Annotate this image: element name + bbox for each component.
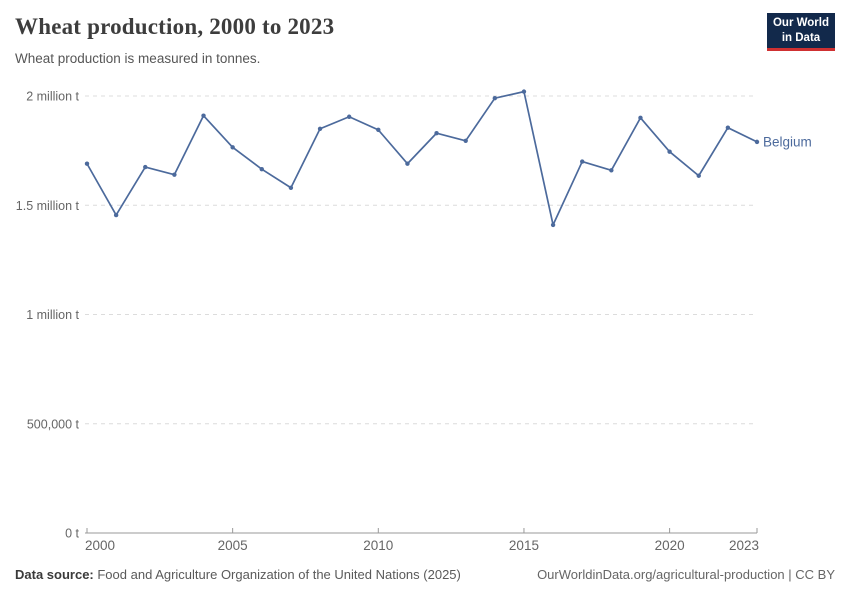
data-point[interactable] [609,168,614,173]
data-point[interactable] [84,161,90,166]
logo-line-2: in Data [781,31,821,44]
chart-subtitle: Wheat production is measured in tonnes. [15,51,261,66]
page-title: Wheat production, 2000 to 2023 [15,14,335,39]
y-tick-label: 1 million t [26,308,79,322]
y-tick-label: 0 t [65,527,79,541]
data-point[interactable] [317,126,323,131]
data-point[interactable] [725,125,731,130]
y-tick-label: 500,000 t [27,417,80,431]
data-point[interactable] [172,172,177,177]
data-point[interactable] [667,149,672,154]
x-tick-label: 2015 [509,538,539,553]
data-source-label: Data source: [15,567,94,582]
data-point[interactable] [113,212,119,218]
data-point[interactable] [434,130,439,136]
data-source: Data source: Food and Agriculture Organi… [15,567,461,582]
x-tick-label: 2000 [85,538,115,553]
data-point[interactable] [492,95,498,101]
data-point[interactable] [346,114,352,119]
y-tick-label: 1.5 million t [16,199,80,213]
x-tick-label: 2010 [363,538,393,553]
data-point[interactable] [580,159,585,164]
data-point[interactable] [521,89,527,94]
data-point[interactable] [638,115,643,121]
data-point[interactable] [463,138,468,143]
belgium-series-line[interactable] [86,90,758,226]
y-tick-label: 2 million t [26,90,79,104]
x-tick-label: 2020 [655,538,685,553]
data-point[interactable] [405,161,410,166]
x-tick-label: 2005 [218,538,248,553]
x-tick-label: 2023 [729,538,759,553]
data-point[interactable] [754,139,760,145]
data-point[interactable] [143,164,148,170]
data-point[interactable] [696,173,701,178]
attribution: OurWorldinData.org/agricultural-producti… [537,567,835,582]
data-point[interactable] [288,185,294,190]
data-point[interactable] [376,127,381,133]
series-label-belgium[interactable]: Belgium [763,134,812,149]
owid-logo: Our World in Data [767,13,835,51]
data-point[interactable] [230,145,235,150]
chart-footer: Data source: Food and Agriculture Organi… [0,567,850,582]
data-point[interactable] [550,222,556,228]
data-point[interactable] [201,113,206,118]
logo-line-1: Our World [772,17,829,30]
data-point[interactable] [259,166,264,172]
data-source-text: Food and Agriculture Organization of the… [93,567,461,582]
